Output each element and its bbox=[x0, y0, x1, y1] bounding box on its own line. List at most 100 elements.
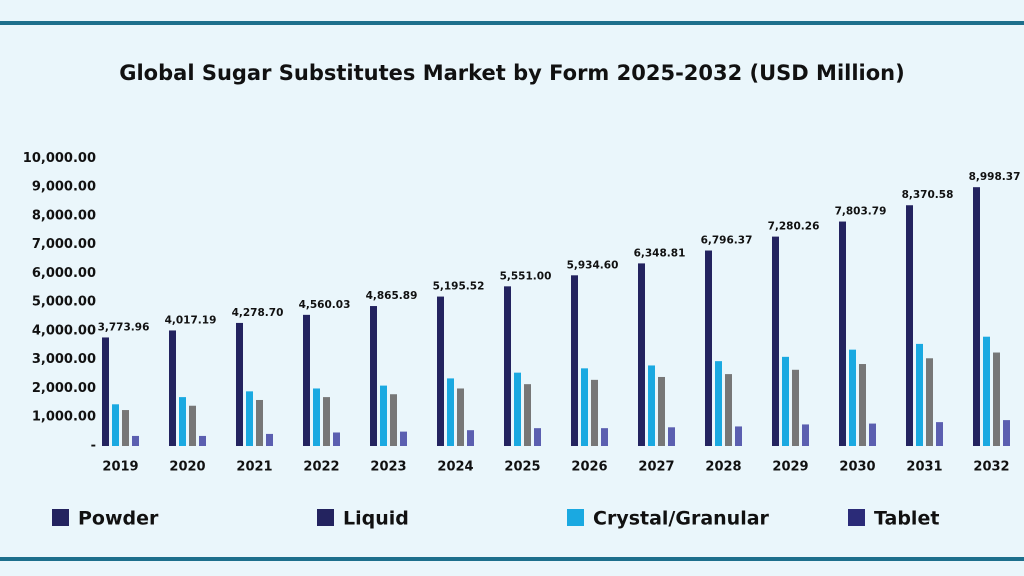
bar bbox=[303, 314, 310, 446]
bar bbox=[591, 379, 598, 446]
bar bbox=[390, 394, 397, 446]
x-tick-label: 2026 bbox=[571, 460, 607, 475]
bar bbox=[772, 236, 779, 446]
bar bbox=[400, 431, 407, 446]
bar bbox=[169, 330, 176, 446]
value-label: 4,560.03 bbox=[299, 299, 351, 311]
bar bbox=[534, 428, 541, 446]
value-label: 3,773.96 bbox=[98, 321, 150, 333]
value-label: 5,195.52 bbox=[433, 281, 485, 293]
x-tick-label: 2032 bbox=[973, 460, 1009, 475]
value-label: 4,017.19 bbox=[165, 314, 217, 326]
y-tick-label: 3,000.00 bbox=[32, 352, 96, 367]
y-tick-label: 4,000.00 bbox=[32, 323, 96, 338]
bar bbox=[514, 372, 521, 446]
bar bbox=[256, 399, 263, 446]
legend-swatch bbox=[567, 509, 584, 526]
bar bbox=[236, 322, 243, 446]
bar bbox=[112, 404, 119, 446]
bar bbox=[122, 410, 129, 446]
bar bbox=[437, 296, 444, 446]
y-tick-label: 8,000.00 bbox=[32, 208, 96, 223]
bar bbox=[983, 336, 990, 446]
bar bbox=[333, 432, 340, 446]
bar bbox=[266, 433, 273, 446]
bar bbox=[859, 364, 866, 446]
value-label: 6,348.81 bbox=[634, 247, 686, 259]
x-tick-label: 2025 bbox=[504, 460, 540, 475]
value-label: 4,865.89 bbox=[366, 290, 418, 302]
x-tick-label: 2031 bbox=[906, 460, 942, 475]
bar bbox=[189, 405, 196, 446]
x-tick-label: 2021 bbox=[236, 460, 272, 475]
x-tick-label: 2019 bbox=[102, 460, 138, 475]
bar bbox=[916, 343, 923, 446]
bar bbox=[504, 286, 511, 446]
bar bbox=[839, 221, 846, 446]
x-tick-label: 2023 bbox=[370, 460, 406, 475]
legend-label: Crystal/Granular bbox=[593, 508, 770, 530]
bar bbox=[725, 374, 732, 446]
bar bbox=[571, 275, 578, 446]
value-label: 5,551.00 bbox=[500, 270, 552, 282]
bar bbox=[993, 352, 1000, 446]
bar bbox=[648, 365, 655, 446]
bar bbox=[802, 424, 809, 446]
legend-swatch bbox=[52, 509, 69, 526]
bar bbox=[132, 435, 139, 446]
value-label: 7,280.26 bbox=[768, 221, 820, 233]
chart-title: Global Sugar Substitutes Market by Form … bbox=[119, 61, 904, 85]
bar bbox=[447, 378, 454, 446]
x-tick-label: 2029 bbox=[772, 460, 808, 475]
bar bbox=[246, 391, 253, 446]
bar bbox=[715, 361, 722, 446]
bar bbox=[926, 358, 933, 446]
bar bbox=[581, 368, 588, 446]
legend-label: Liquid bbox=[343, 508, 409, 530]
bar bbox=[313, 388, 320, 446]
legend-label: Powder bbox=[78, 508, 159, 530]
bar bbox=[782, 356, 789, 446]
bar bbox=[370, 306, 377, 446]
x-tick-label: 2024 bbox=[437, 460, 473, 475]
bar bbox=[601, 428, 608, 446]
bar bbox=[973, 187, 980, 446]
y-tick-label: 6,000.00 bbox=[32, 266, 96, 281]
bar bbox=[936, 422, 943, 446]
y-tick-label: 2,000.00 bbox=[32, 381, 96, 396]
bar bbox=[380, 385, 387, 446]
value-label: 4,278.70 bbox=[232, 307, 284, 319]
y-tick-label: - bbox=[91, 439, 96, 454]
value-label: 6,796.37 bbox=[701, 235, 753, 247]
y-tick-label: 9,000.00 bbox=[32, 180, 96, 195]
legend-swatch bbox=[848, 509, 865, 526]
y-tick-label: 1,000.00 bbox=[32, 410, 96, 425]
bar bbox=[906, 205, 913, 446]
bar bbox=[1003, 420, 1010, 446]
bar bbox=[668, 427, 675, 446]
bar bbox=[102, 337, 109, 446]
bar bbox=[323, 397, 330, 446]
y-tick-label: 5,000.00 bbox=[32, 295, 96, 310]
bar bbox=[199, 435, 206, 446]
x-tick-label: 2020 bbox=[169, 460, 205, 475]
x-tick-label: 2028 bbox=[705, 460, 741, 475]
value-label: 5,934.60 bbox=[567, 259, 619, 271]
bar bbox=[792, 369, 799, 446]
bar bbox=[735, 426, 742, 446]
bar bbox=[869, 423, 876, 446]
bar bbox=[658, 376, 665, 446]
value-label: 8,998.37 bbox=[969, 171, 1021, 183]
y-tick-label: 7,000.00 bbox=[32, 237, 96, 252]
legend-swatch bbox=[317, 509, 334, 526]
y-tick-label: 10,000.00 bbox=[23, 151, 96, 166]
bar bbox=[457, 388, 464, 446]
value-label: 8,370.58 bbox=[902, 189, 954, 201]
bar bbox=[705, 250, 712, 446]
bar bbox=[179, 397, 186, 446]
bar bbox=[467, 430, 474, 446]
bar bbox=[524, 384, 531, 446]
